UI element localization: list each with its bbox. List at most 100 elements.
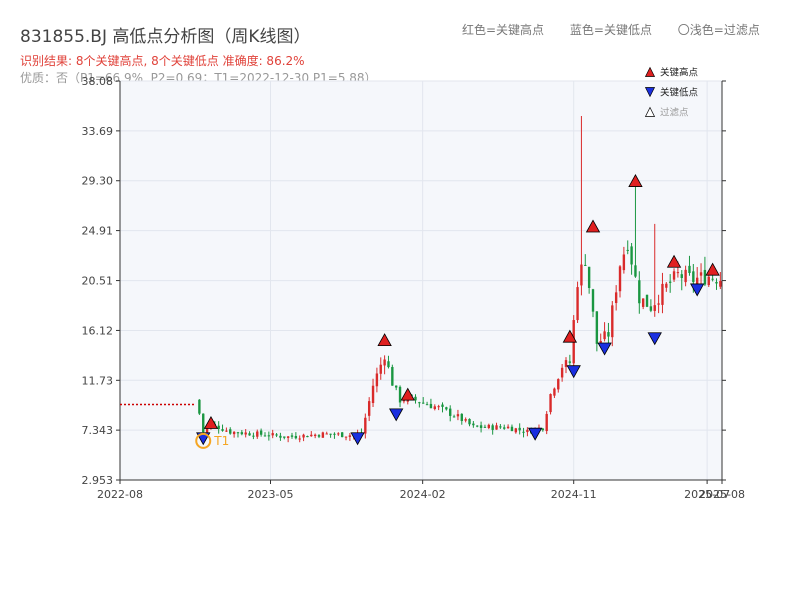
candle-body xyxy=(290,435,294,437)
candle-body xyxy=(595,311,599,344)
y-tick-label: 33.69 xyxy=(82,125,114,138)
candle-body xyxy=(364,417,367,434)
candle-body xyxy=(591,289,595,312)
candle-body xyxy=(329,433,332,435)
candle-body xyxy=(545,413,548,432)
candle-body xyxy=(626,249,629,251)
candle-body xyxy=(472,423,475,426)
candle-body xyxy=(699,272,703,276)
candle-body xyxy=(437,406,440,408)
candle-body xyxy=(398,386,402,403)
key-high-marker xyxy=(666,254,682,268)
candle-body xyxy=(422,402,425,404)
candle-body xyxy=(684,269,687,283)
candle-body xyxy=(568,361,572,363)
candle-body xyxy=(313,434,317,437)
top-legend-low: 蓝色=关键低点 xyxy=(569,23,652,37)
key-low-marker xyxy=(647,332,662,346)
candle-body xyxy=(506,426,510,429)
candle-body xyxy=(348,435,352,437)
candle-body xyxy=(306,436,309,438)
key-high-marker xyxy=(400,387,415,401)
candle-body xyxy=(603,331,606,340)
candle-body xyxy=(526,429,529,433)
candle-body xyxy=(510,426,514,432)
candle-body xyxy=(259,430,263,435)
candle-body xyxy=(221,429,224,431)
candle-body xyxy=(653,305,656,311)
candle-body xyxy=(630,246,633,265)
candle-body xyxy=(695,277,699,284)
candle-body xyxy=(557,379,560,390)
candle-body xyxy=(719,281,722,287)
candle-body xyxy=(676,272,680,274)
candle-body xyxy=(244,432,247,435)
candle-body xyxy=(614,292,618,304)
key-low-marker xyxy=(690,283,705,297)
x-tick-label: 2023-05 xyxy=(248,488,294,501)
candle-body xyxy=(225,430,228,432)
key-high-marker xyxy=(705,262,720,276)
legend-symbol xyxy=(644,66,656,77)
candle-body xyxy=(491,425,494,430)
candle-body xyxy=(232,431,236,435)
chart-title: 831855.BJ 高低点分析图（周K线图） xyxy=(20,27,311,47)
t1-label: T1 xyxy=(213,434,229,448)
candle-body xyxy=(283,436,286,438)
candle-body xyxy=(344,436,348,438)
candle-body xyxy=(564,360,568,367)
candle-body xyxy=(337,433,340,435)
candle-body xyxy=(599,340,602,343)
candle-body xyxy=(294,435,298,439)
candle-body xyxy=(692,271,695,283)
candle-body xyxy=(688,265,691,274)
candle-body xyxy=(672,271,676,280)
candle-body xyxy=(661,283,664,305)
y-tick-label: 2.953 xyxy=(82,474,114,487)
candle-body xyxy=(441,404,444,407)
candle-body xyxy=(680,274,683,279)
candle-body xyxy=(275,434,278,436)
key-high-marker xyxy=(203,415,219,429)
key-high-marker xyxy=(562,329,578,343)
candle-body xyxy=(468,418,471,425)
t1-marker xyxy=(195,432,212,449)
candle-body xyxy=(649,306,653,311)
candle-body xyxy=(379,364,382,374)
x-tick-label: 2025-08 xyxy=(699,488,745,501)
candle-body xyxy=(503,427,506,429)
candle-body xyxy=(236,432,240,434)
candle-body xyxy=(553,388,556,396)
candle-body xyxy=(541,428,545,431)
x-tick-label: 2024-02 xyxy=(400,488,446,501)
candle-body xyxy=(317,435,321,437)
candle-body xyxy=(483,426,487,428)
candle-body xyxy=(252,435,255,437)
key-high-marker xyxy=(377,333,392,347)
key-low-marker xyxy=(389,408,404,422)
candle-body xyxy=(333,433,336,435)
candle-body xyxy=(456,414,460,417)
candle-body xyxy=(321,432,325,438)
candle-body xyxy=(387,361,390,368)
candle-body xyxy=(433,406,436,410)
candle-body xyxy=(522,431,525,433)
candle-body xyxy=(445,407,448,410)
top-legend: 红色=关键高点 蓝色=关键低点 〇浅色=过滤点 xyxy=(462,21,760,38)
candle-body xyxy=(715,281,718,284)
candle-body xyxy=(703,269,707,285)
candle-body xyxy=(479,425,483,428)
legend-label: 关键低点 xyxy=(660,87,699,99)
candle-body xyxy=(452,416,456,418)
candle-body xyxy=(425,404,429,406)
candle-body xyxy=(580,264,583,286)
candle-body xyxy=(217,425,220,429)
candle-body xyxy=(618,266,622,292)
candle-body xyxy=(325,433,328,435)
legend-label: 过滤点 xyxy=(660,107,689,119)
candle-body xyxy=(665,283,668,288)
top-legend-high: 红色=关键高点 xyxy=(462,23,545,37)
candle-body xyxy=(205,427,209,433)
